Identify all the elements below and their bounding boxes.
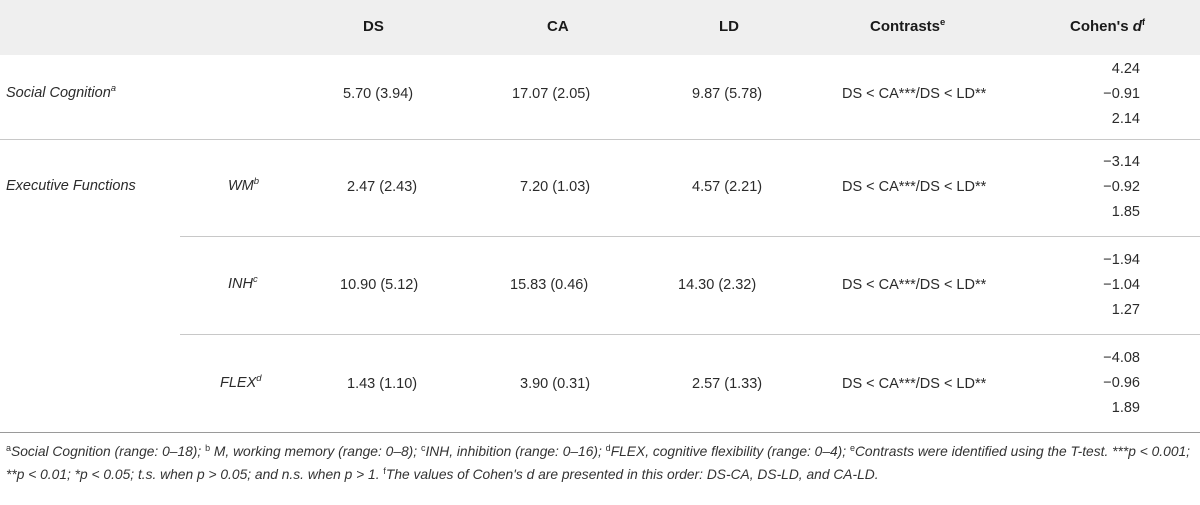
footnote-text: Contrasts were identified using the T-te…	[6, 444, 1190, 482]
table-cell-ld: 14.30 (2.32)	[678, 277, 757, 293]
row-sublabel-inh: INHc	[228, 274, 258, 292]
sublabel-text: FLEX	[220, 375, 257, 391]
table-cell-ds: 5.70 (3.94)	[343, 86, 414, 102]
cohens-d-value: 1.27	[1111, 302, 1140, 318]
cohens-d-value: 1.85	[1111, 204, 1140, 220]
row-divider	[180, 334, 1200, 335]
footnote-text: M, working memory (range: 0–8);	[210, 444, 421, 459]
table-bottom-rule	[0, 432, 1200, 433]
header-cohens-sup: f	[1141, 17, 1146, 28]
table-cell-ld: 2.57 (1.33)	[692, 376, 763, 392]
table-cell-ca: 7.20 (1.03)	[520, 179, 591, 195]
header-ca: CA	[547, 18, 569, 35]
table-header	[0, 0, 1200, 55]
table-cell-ld: 9.87 (5.78)	[692, 86, 763, 102]
sublabel-text: WM	[228, 178, 254, 194]
cohens-d-value: 1.89	[1111, 400, 1140, 416]
row-sublabel-flex: FLEXd	[220, 373, 262, 391]
sublabel-sup: d	[256, 373, 262, 384]
footnote-mark: e	[849, 443, 855, 453]
header-cohens-label: Cohen's	[1070, 18, 1133, 35]
table-cell-ds: 10.90 (5.12)	[340, 277, 419, 293]
header-cohens-d: Cohen's df	[1070, 17, 1146, 35]
cohens-d-value: −0.91	[1103, 86, 1140, 102]
footnote-mark: a	[6, 443, 12, 453]
sublabel-sup: b	[253, 176, 260, 187]
cohens-d-value: −3.14	[1103, 154, 1140, 170]
header-contrasts-sup: e	[940, 17, 946, 28]
table-cell-ld: 4.57 (2.21)	[692, 179, 763, 195]
table-cell-contrast: DS < CA***/DS < LD**	[842, 277, 987, 293]
table-cell-ds: 2.47 (2.43)	[347, 179, 418, 195]
footnote-text: Social Cognition (range: 0–18);	[11, 444, 206, 459]
table-cell-ca: 15.83 (0.46)	[510, 277, 589, 293]
header-ld: LD	[719, 18, 739, 35]
table-cell-ca: 3.90 (0.31)	[520, 376, 591, 392]
cohens-d-value: −0.96	[1103, 375, 1140, 391]
table-cell-contrast: DS < CA***/DS < LD**	[842, 179, 987, 195]
table-cell-ca: 17.07 (2.05)	[512, 86, 591, 102]
table-cell-ds: 1.43 (1.10)	[347, 376, 418, 392]
footnote-text: INH, inhibition (range: 0–16);	[425, 444, 606, 459]
row-divider	[0, 139, 1200, 140]
row-label-sup: a	[110, 83, 117, 94]
footnote-mark: c	[420, 443, 426, 453]
footnote-text: The values of Cohen's d are presented in…	[385, 467, 879, 482]
footnote-mark: f	[383, 466, 386, 476]
row-divider	[180, 236, 1200, 237]
cohens-d-value: 2.14	[1111, 111, 1140, 127]
cohens-d-value: −0.92	[1103, 179, 1140, 195]
cohens-d-value: −1.94	[1103, 252, 1140, 268]
header-contrasts: Contrastse	[870, 17, 946, 35]
table-cell-contrast: DS < CA***/DS < LD**	[842, 376, 987, 392]
cohens-d-value: 4.24	[1111, 61, 1140, 77]
sublabel-sup: c	[252, 274, 258, 285]
cohens-d-value: −4.08	[1103, 350, 1140, 366]
sublabel-text: INH	[228, 276, 253, 292]
row-label-text: Social Cognition	[6, 85, 111, 101]
header-ds: DS	[363, 18, 384, 35]
table-cell-contrast: DS < CA***/DS < LD**	[842, 86, 987, 102]
header-cohens-d-letter: d	[1132, 18, 1142, 35]
row-label-executive-functions: Executive Functions	[6, 178, 136, 194]
table-footnote: aSocial Cognition (range: 0–18); b M, wo…	[6, 441, 1196, 487]
footnote-text: FLEX, cognitive flexibility (range: 0–4)…	[610, 444, 850, 459]
footnote-mark: b	[205, 443, 211, 453]
row-label-social-cognition: Social Cognitiona	[6, 83, 117, 101]
header-contrasts-label: Contrasts	[870, 18, 941, 35]
cohens-d-value: −1.04	[1103, 277, 1140, 293]
row-sublabel-wm: WMb	[228, 176, 260, 194]
footnote-mark: d	[605, 443, 611, 453]
